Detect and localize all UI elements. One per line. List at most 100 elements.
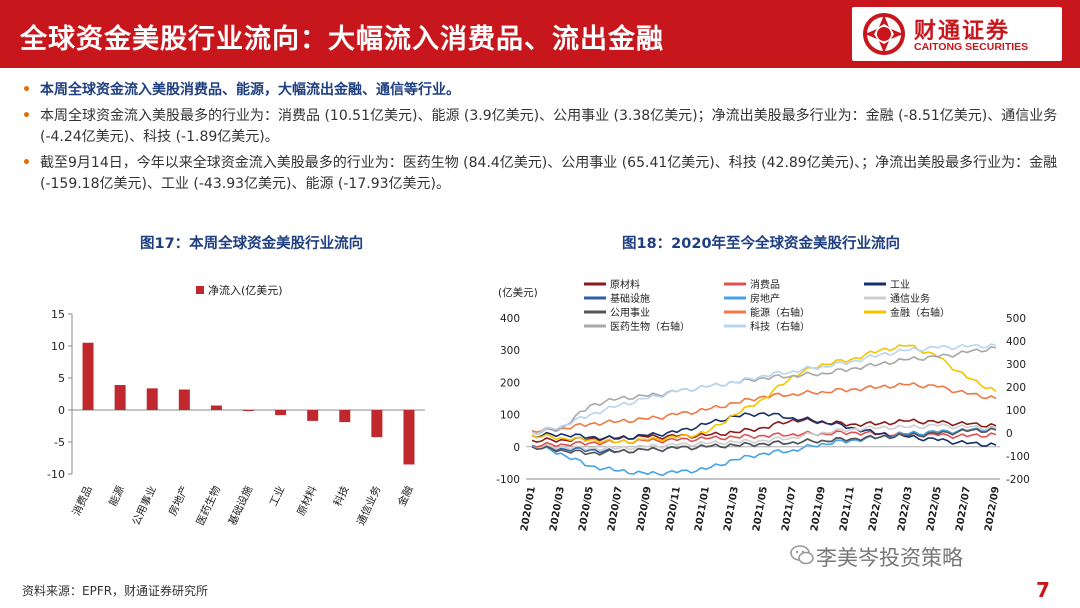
- series-line: [531, 382, 997, 433]
- x-tick-label: 原材料: [294, 483, 319, 517]
- bar: [403, 410, 415, 465]
- y-tick-label: 15: [51, 308, 65, 321]
- bar: [82, 342, 94, 410]
- legend-label: 消费品: [750, 278, 780, 291]
- series-line: [531, 346, 997, 435]
- figure-17-title: 图17：本周全球资金美股行业流向: [140, 236, 364, 252]
- legend-label: 公用事业: [610, 306, 650, 319]
- bullet-dot-icon: •: [22, 155, 31, 171]
- company-logo: 财通证券 CAITONG SECURITIES: [852, 7, 1062, 61]
- x-tick-label: 2020/01: [519, 486, 538, 533]
- legend-label: 能源（右轴）: [750, 306, 810, 319]
- logo-chinese-name: 财通证券: [914, 19, 1011, 44]
- series-line: [531, 426, 997, 477]
- legend-label: 基础设施: [610, 292, 650, 305]
- x-tick-label: 2020/05: [577, 486, 596, 533]
- bullet-item: • 本周全球资金流入美股最多的行业为：消费品 (10.51亿美元)、能源 (3.9…: [22, 108, 1058, 145]
- right-y-tick-label: 200: [1006, 382, 1026, 394]
- legend-label: 金融（右轴）: [890, 306, 950, 319]
- y-tick-label: -10: [47, 468, 65, 481]
- legend-label: 工业: [890, 279, 910, 291]
- x-tick-label: 科技: [331, 483, 352, 508]
- legend-label: 原材料: [610, 278, 640, 291]
- series-line: [531, 423, 997, 452]
- x-tick-label: 房地产: [166, 484, 191, 518]
- x-tick-label: 2021/03: [722, 486, 741, 533]
- x-tick-label: 2021/09: [809, 486, 828, 533]
- bar: [307, 410, 319, 421]
- right-y-tick-label: -200: [1006, 474, 1030, 486]
- left-y-tick-label: 300: [500, 345, 520, 357]
- bar-chart: 净流入(亿美元) -10 -5 0 5 10 15 消费品 能源 公用事业 房地产 医药生物 基础设施…: [47, 283, 425, 528]
- series-line: [531, 343, 997, 435]
- right-y-tick-label: 300: [1006, 359, 1026, 371]
- left-y-tick-label: 200: [500, 377, 520, 389]
- x-tick-label: 2021/11: [838, 486, 857, 533]
- legend-label: 医药生物（右轴）: [610, 320, 690, 333]
- x-tick-label: 基础设施: [226, 483, 256, 527]
- bar: [178, 389, 190, 410]
- bar: [243, 410, 254, 411]
- series-line: [531, 412, 997, 447]
- bullet-item: • 本周全球资金流入美股消费品、能源，大幅流出金融、通信等行业。: [22, 80, 1062, 101]
- x-tick-label: 2022/03: [896, 486, 915, 533]
- x-tick-label: 2022/09: [983, 486, 1002, 533]
- logo-mark-icon: [863, 13, 905, 55]
- y-tick-label: -5: [54, 436, 65, 449]
- x-tick-label: 2021/05: [751, 486, 770, 533]
- wechat-icon: [790, 545, 814, 565]
- left-axis-unit-label: (亿美元): [498, 286, 538, 299]
- legend-label: 净流入(亿美元): [208, 283, 283, 297]
- bullet-item: • 截至9月14日，今年以来全球资金流入美股最多的行业为：医药生物 (84.4亿美…: [22, 155, 1058, 192]
- x-tick-label: 通信业务: [354, 483, 384, 527]
- right-y-tick-label: -100: [1006, 451, 1030, 463]
- bar: [114, 385, 126, 410]
- x-tick-label: 2020/07: [606, 486, 625, 533]
- x-tick-label: 2020/11: [664, 486, 683, 533]
- page-number: 7: [1036, 578, 1050, 602]
- x-tick-label: 2022/01: [867, 486, 886, 533]
- watermark: 李美岑投资策略: [816, 546, 963, 570]
- bar: [210, 405, 222, 410]
- y-tick-label: 5: [58, 372, 65, 385]
- x-tick-label: 2020/09: [635, 486, 654, 533]
- left-y-tick-label: 100: [500, 410, 520, 422]
- legend-swatch: [196, 286, 204, 294]
- bullet-dot-icon: •: [22, 82, 31, 98]
- left-y-tick-label: 400: [500, 313, 520, 325]
- legend-label: 科技（右轴）: [750, 320, 810, 333]
- figure-18-title: 图18：2020年至今全球资金美股行业流向: [622, 236, 901, 252]
- x-tick-label: 2021/01: [693, 486, 712, 533]
- x-tick-label: 金融: [395, 483, 416, 508]
- x-tick-label: 2021/07: [780, 486, 799, 533]
- page-title: 全球资金美股行业流向：大幅流入消费品、流出金融: [20, 24, 664, 55]
- left-y-tick-label: -100: [496, 474, 520, 486]
- y-tick-label: 10: [51, 340, 65, 353]
- right-y-tick-label: 400: [1006, 336, 1026, 348]
- bullet-dot-icon: •: [22, 108, 31, 124]
- right-y-tick-label: 0: [1006, 428, 1013, 440]
- bar: [275, 410, 287, 416]
- x-tick-label: 工业: [268, 484, 288, 508]
- x-tick-label: 消费品: [70, 484, 95, 518]
- y-tick-label: 0: [58, 404, 65, 417]
- x-tick-label: 公用事业: [129, 484, 159, 528]
- bar: [339, 410, 351, 423]
- legend-label: 房地产: [750, 292, 780, 305]
- x-tick-label: 2022/05: [925, 486, 944, 533]
- x-tick-label: 医药生物: [194, 484, 224, 528]
- right-y-tick-label: 100: [1006, 405, 1026, 417]
- x-tick-label: 2022/07: [954, 486, 973, 533]
- series-line: [531, 427, 997, 456]
- summary-bullets: • 本周全球资金流入美股消费品、能源，大幅流出金融、通信等行业。 • 本周全球资金流…: [22, 80, 1062, 200]
- header-banner: 全球资金美股行业流向：大幅流入消费品、流出金融 财通证券 CAITONG SEC…: [0, 0, 1080, 68]
- legend-label: 通信业务: [890, 292, 930, 305]
- logo-english-name: CAITONG SECURITIES: [914, 41, 1029, 53]
- bar: [146, 388, 158, 410]
- x-tick-label: 2020/03: [548, 486, 567, 533]
- bar: [371, 410, 383, 438]
- right-y-tick-label: 500: [1006, 313, 1026, 325]
- x-tick-label: 能源: [106, 483, 127, 508]
- left-y-tick-label: 0: [513, 442, 520, 454]
